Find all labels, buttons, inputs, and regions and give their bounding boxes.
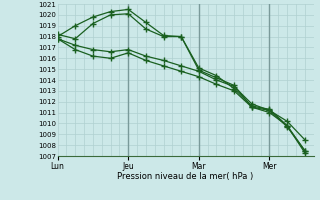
X-axis label: Pression niveau de la mer( hPa ): Pression niveau de la mer( hPa )	[117, 172, 254, 181]
